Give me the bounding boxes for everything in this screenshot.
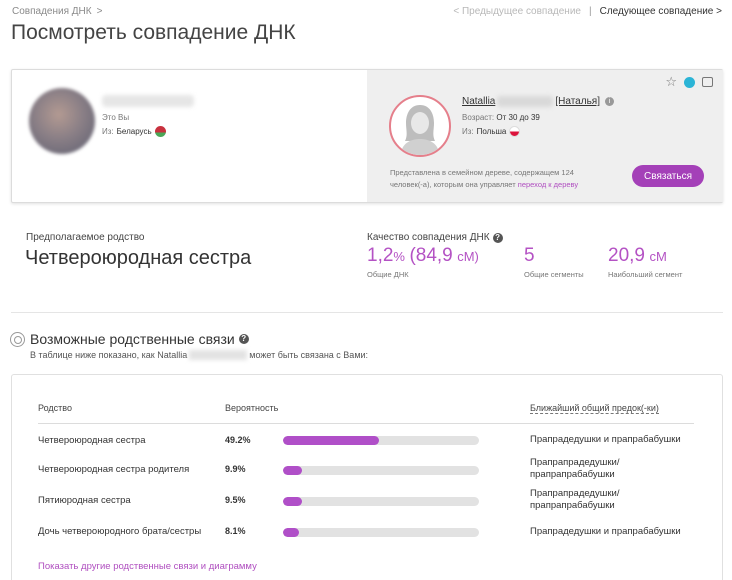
table-row: Четвероюродная сестра родителя 9.9% Прап…: [12, 457, 724, 494]
contact-button[interactable]: Связаться: [632, 165, 704, 187]
probability-bar: [283, 528, 479, 537]
row-ancestor: Прапрадедушки и прапрабабушки: [530, 434, 681, 445]
match-avatar[interactable]: [389, 95, 451, 157]
match-from-label: Из:: [462, 127, 474, 136]
table-row: Четвероюродная сестра 49.2% Прапрадедушк…: [12, 433, 724, 463]
possible-relations-title: Возможные родственные связи ?: [30, 331, 249, 347]
estimated-relationship-label: Предполагаемое родство: [26, 232, 145, 243]
probability-bar-fill: [283, 497, 302, 506]
match-pager: < Предыдущее совпадение | Следующее совп…: [453, 6, 722, 17]
subtitle-surname-redacted: [189, 350, 248, 360]
my-profile-panel: Это Вы Из: Беларусь: [12, 70, 367, 202]
card-actions: ☆: [665, 74, 713, 89]
largest-segment-stat: 20,9 сМ: [608, 245, 667, 267]
shared-dna-caption: Общие ДНК: [367, 270, 409, 279]
star-icon[interactable]: ☆: [665, 74, 677, 89]
row-probability: 8.1%: [225, 526, 246, 536]
subtitle-end: может быть связана с Вами:: [249, 350, 369, 360]
dna-quality-label: Качество совпадения ДНК ?: [367, 232, 503, 243]
age-value: От 30 до 39: [496, 113, 540, 122]
next-match-link[interactable]: Следующее совпадение >: [599, 6, 722, 17]
largest-segment-unit: сМ: [649, 249, 667, 264]
section-divider: [11, 312, 723, 313]
possible-relations-subtitle: В таблице ниже показано, как Natallia мо…: [30, 350, 368, 360]
table-header-divider: [38, 423, 694, 424]
shared-dna-cm: (84,9: [409, 245, 453, 266]
match-surname-redacted: [497, 96, 554, 107]
row-relationship: Дочь четвероюродного брата/сестры: [38, 526, 202, 537]
info-icon[interactable]: i: [604, 97, 614, 106]
probability-bar: [283, 466, 479, 475]
probability-bar: [283, 497, 479, 506]
my-from-label: Из:: [102, 127, 114, 136]
subtitle-start: В таблице ниже показано, как Natallia: [30, 350, 188, 360]
table-row: Пятиюродная сестра 9.5% Прапрапрадедушки…: [12, 488, 724, 525]
breadcrumb: Совпадения ДНК >: [12, 6, 102, 17]
breadcrumb-separator: >: [96, 6, 103, 17]
family-tree-info: Представлена в семейном дереве, содержащ…: [390, 167, 600, 191]
match-profile-panel: ☆ Natallia [Наталья] i Возраст: От 30 до…: [367, 70, 723, 202]
shared-segments-caption: Общие сегменты: [524, 270, 584, 279]
row-relationship: Пятиюродная сестра: [38, 495, 131, 506]
my-country: Из: Беларусь: [102, 126, 166, 137]
largest-segment-value: 20,9: [608, 245, 645, 266]
comment-icon[interactable]: [702, 77, 713, 87]
relations-table: Родство Вероятность Ближайший общий пред…: [11, 374, 723, 580]
row-probability: 9.5%: [225, 495, 246, 505]
go-to-tree-link[interactable]: переход к дереву: [517, 180, 579, 189]
probability-bar-fill: [283, 436, 380, 445]
tree-description: Представлена в семейном дереве, содержащ…: [390, 168, 574, 189]
shared-dna-cm-unit: сМ): [457, 249, 479, 264]
row-ancestor: Прапрадедушки и прапрабабушки: [530, 526, 681, 537]
match-name-row: Natallia [Наталья] i: [462, 96, 614, 107]
estimated-relationship-value: Четвероюродная сестра: [25, 247, 252, 269]
this-is-you-label: Это Вы: [102, 113, 130, 122]
probability-bar: [283, 436, 479, 445]
shared-dna-percent: 1,2: [367, 245, 394, 266]
my-avatar: [29, 88, 95, 154]
row-probability: 9.9%: [225, 464, 246, 474]
section-target-icon: [10, 332, 25, 347]
previous-match-link[interactable]: < Предыдущее совпадение: [453, 6, 581, 17]
probability-bar-fill: [283, 528, 299, 537]
breadcrumb-dna-matches[interactable]: Совпадения ДНК: [12, 6, 92, 17]
help-icon[interactable]: ?: [238, 334, 249, 344]
row-ancestor: Прапрапрадедушки/ прапрапрабабушки: [530, 488, 620, 511]
possible-relations-title-text: Возможные родственные связи: [30, 331, 235, 347]
pager-divider: |: [588, 6, 592, 17]
match-card: Это Вы Из: Беларусь ☆ Natallia [Наталья]…: [11, 69, 723, 203]
shared-dna-percent-sign: %: [393, 249, 405, 264]
shared-segments-stat: 5: [524, 245, 535, 267]
age-label: Возраст:: [462, 113, 495, 122]
belarus-flag-icon: [154, 126, 166, 137]
match-country-name: Польша: [476, 127, 507, 136]
table-row: Дочь четвероюродного брата/сестры 8.1% П…: [12, 526, 724, 556]
help-icon[interactable]: ?: [492, 232, 503, 243]
column-relationship: Родство: [38, 403, 72, 413]
match-country: Из: Польша: [462, 126, 521, 137]
female-silhouette-icon: [401, 105, 439, 155]
row-relationship: Четвероюродная сестра родителя: [38, 464, 190, 475]
column-common-ancestor[interactable]: Ближайший общий предок(-ки): [530, 403, 659, 414]
match-age: Возраст: От 30 до 39: [462, 113, 540, 122]
page-title: Посмотреть совпадение ДНК: [11, 21, 296, 44]
my-country-name: Беларусь: [116, 127, 152, 136]
column-probability: Вероятность: [225, 403, 279, 413]
show-more-relations-link[interactable]: Показать другие родственные связи и диаг…: [38, 561, 257, 572]
dna-quality-text: Качество совпадения ДНК: [367, 232, 490, 243]
shared-dna-stat: 1,2% (84,9 сМ): [367, 245, 479, 267]
my-name-redacted: [102, 95, 194, 107]
match-alias[interactable]: [Наталья]: [555, 96, 600, 107]
status-dot-icon[interactable]: [684, 76, 695, 88]
top-bar: Совпадения ДНК > < Предыдущее совпадение …: [0, 0, 732, 22]
match-name-link[interactable]: Natallia: [462, 96, 496, 107]
probability-bar-fill: [283, 466, 303, 475]
row-ancestor: Прапрапрадедушки/ прапрапрабабушки: [530, 457, 620, 480]
row-probability: 49.2%: [225, 435, 251, 445]
shared-segments-value: 5: [524, 245, 535, 266]
poland-flag-icon: [509, 126, 521, 137]
largest-segment-caption: Наибольший сегмент: [608, 270, 683, 279]
row-relationship: Четвероюродная сестра: [38, 435, 146, 446]
